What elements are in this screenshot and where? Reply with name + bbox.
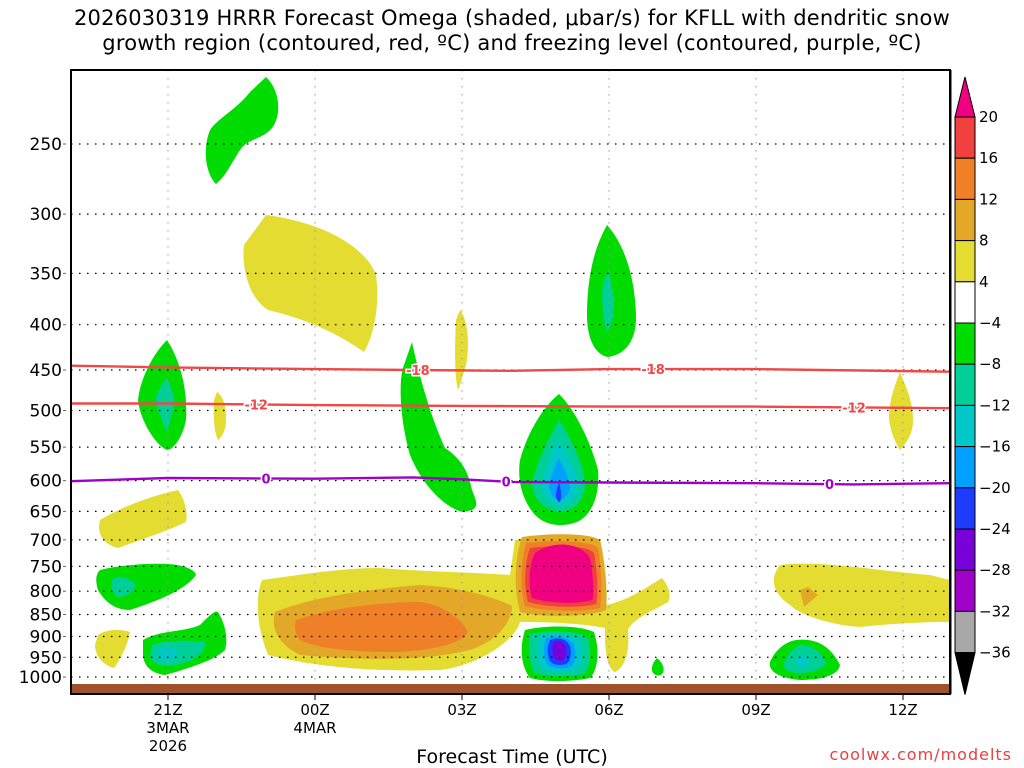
colorbar: 20 16 12 8 4 −4 −8 −12 −16 −20 −24 −28 −32 −36: [950, 70, 1011, 695]
contour-dgz-minus12: [71, 402, 950, 410]
plot-frame: [70, 69, 951, 695]
y-tick-label: 700: [30, 531, 62, 551]
contour-dgz-minus18: [71, 364, 950, 373]
x-tick-label: 06Z: [594, 701, 623, 719]
colorbar-label: 4: [979, 273, 989, 291]
grid: [71, 70, 950, 694]
omega-region-green-06z-core: [602, 270, 614, 332]
y-tick-label: 950: [30, 648, 62, 668]
colorbar-swatch: [954, 198, 976, 242]
contour-label-freezing-level: 0: [261, 472, 270, 487]
colorbar-label: 20: [979, 108, 998, 126]
colorbar-arrow-top: [954, 76, 976, 118]
omega-region-yellow-low-20z: [95, 629, 130, 668]
colorbar-swatch: [954, 157, 976, 200]
colorbar-label: −16: [979, 438, 1011, 456]
y-tick-label: 650: [30, 502, 62, 522]
colorbar-swatch: [954, 240, 976, 283]
colorbar-label: −12: [979, 396, 1011, 414]
contour-label-dgz-minus18: -18: [406, 364, 430, 379]
colorbar-label: −28: [979, 561, 1011, 579]
contour-label-freezing-level: 0: [502, 476, 511, 491]
y-tick-label: 350: [30, 264, 62, 284]
y-tick-label: 600: [30, 472, 62, 492]
omega-region-green-tail: [400, 342, 477, 512]
omega-region-yellow-09z: [773, 563, 950, 627]
colorbar-label: 12: [979, 190, 998, 208]
chart-title-line1: 2026030319 HRRR Forecast Omega (shaded, …: [74, 6, 950, 30]
colorbar-label: −4: [979, 314, 1001, 332]
y-tick-label: 250: [30, 135, 62, 155]
chart-title-line2: growth region (contoured, red, ºC) and f…: [102, 31, 922, 55]
y-tick-label: 1000: [19, 668, 62, 688]
x-tick-label: 21Z: [153, 701, 182, 719]
colorbar-swatch: [954, 446, 976, 489]
colorbar-swatch: [954, 116, 976, 159]
x-axis-label: Forecast Time (UTC): [416, 746, 608, 768]
x-tick-label: 12Z: [888, 701, 917, 719]
y-tick-label: 850: [30, 606, 62, 626]
omega-region-upper-yellow: [243, 215, 378, 352]
omega-shading: [95, 77, 950, 681]
omega-region-yellow-09z-core: [800, 587, 818, 607]
omega-region-low-green-09z-cyan: [796, 655, 809, 668]
omega-region-green-20z-core: [111, 576, 136, 597]
omega-region-lowlevel-orange: [294, 602, 468, 652]
contour-lines: -18 -18 -12 -12 0 0 0: [71, 362, 950, 495]
colorbar-swatch: [954, 610, 976, 654]
x-tick-sublabel: 2026: [149, 737, 187, 755]
colorbar-arrow-bottom: [954, 652, 976, 695]
colorbar-label: −32: [979, 602, 1011, 620]
x-tick-sublabel: 4MAR: [293, 719, 336, 737]
y-tick-label: 800: [30, 582, 62, 602]
x-tick-label: 09Z: [741, 701, 770, 719]
contour-freezing-level: [71, 476, 950, 486]
colorbar-swatch: [954, 363, 976, 406]
y-tick-label: 400: [30, 316, 62, 336]
credit-link[interactable]: coolwx.com/modelts: [829, 745, 1012, 764]
omega-region-low-green-21z-cyan: [157, 646, 178, 661]
omega-region-yellow-20z: [99, 490, 187, 548]
colorbar-label: 16: [979, 149, 998, 167]
omega-region-tiny-green: [651, 658, 664, 676]
contour-label-dgz-minus18: -18: [641, 363, 665, 378]
ground-strip: [71, 684, 950, 694]
y-axis: 2503003504004505005506006507007508008509…: [19, 135, 66, 688]
colorbar-swatch: [954, 569, 976, 612]
omega-region-upper-green: [205, 77, 279, 184]
omega-region-updraft-magenta: [529, 544, 594, 603]
colorbar-swatch: [954, 322, 976, 365]
y-tick-label: 750: [30, 557, 62, 577]
y-tick-label: 450: [30, 361, 62, 381]
colorbar-label: −20: [979, 479, 1011, 497]
colorbar-swatch: [954, 487, 976, 530]
x-tick-label: 00Z: [300, 701, 329, 719]
y-tick-label: 900: [30, 627, 62, 647]
y-tick-label: 300: [30, 205, 62, 225]
contour-label-dgz-minus12: -12: [842, 401, 866, 416]
y-tick-label: 550: [30, 438, 62, 458]
x-tick-label: 03Z: [447, 701, 476, 719]
omega-region-downdraft-sky: [549, 458, 570, 500]
colorbar-label: −24: [979, 520, 1011, 538]
colorbar-label: −8: [979, 355, 1001, 373]
colorbar-swatch: [954, 528, 976, 571]
colorbar-swatch: [954, 404, 976, 448]
omega-region-downdraft-blue: [556, 482, 562, 502]
omega-region-green-21z-core: [155, 378, 175, 432]
contour-label-dgz-minus12: -12: [244, 398, 268, 413]
colorbar-label: −36: [979, 644, 1011, 662]
y-tick-label: 500: [30, 402, 62, 422]
colorbar-swatch: [954, 281, 976, 324]
omega-region-yellow-sliver: [213, 392, 226, 440]
omega-region-green-20z: [96, 563, 196, 610]
chart-title: 2026030319 HRRR Forecast Omega (shaded, …: [0, 6, 1024, 56]
contour-label-freezing-level: 0: [825, 478, 834, 493]
omega-region-lowdown-purple: [552, 641, 567, 661]
colorbar-label: 8: [979, 232, 989, 250]
omega-region-yellow-12z: [889, 372, 913, 450]
x-tick-sublabel: 3MAR: [146, 719, 189, 737]
